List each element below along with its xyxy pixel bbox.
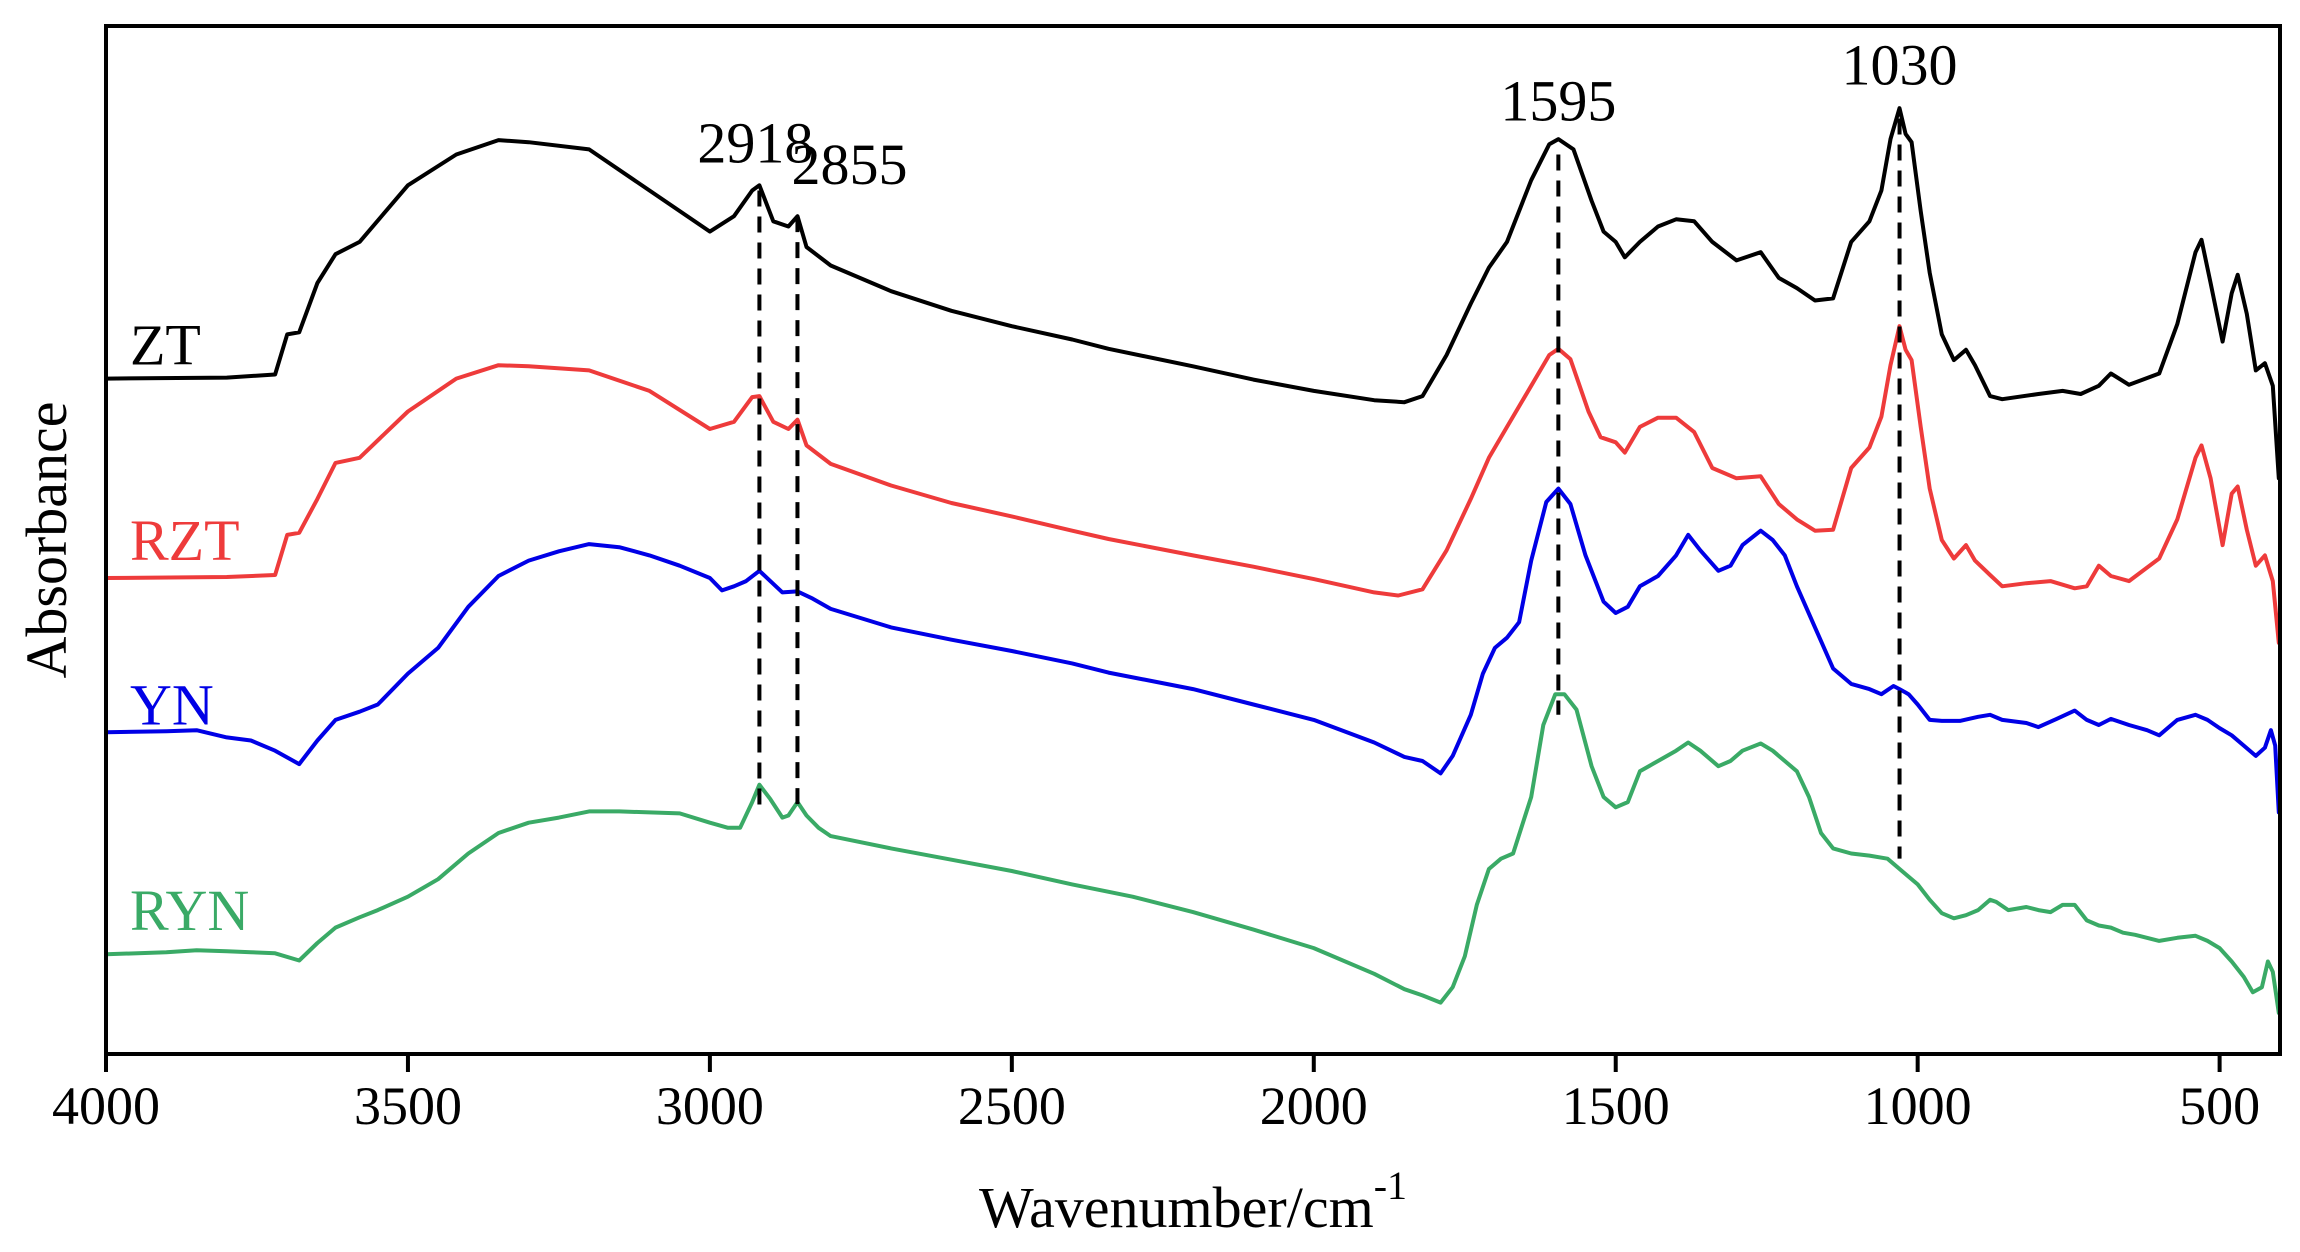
series-line-zt xyxy=(104,106,2281,481)
x-tick-label-2000: 2000 xyxy=(1260,1076,1368,1136)
series-label-ryn: RYN xyxy=(130,878,249,943)
series-label-zt: ZT xyxy=(130,313,201,378)
series-label-rzt: RZT xyxy=(130,508,240,573)
x-tick-label-4000: 4000 xyxy=(52,1076,160,1136)
x-tick-label-500: 500 xyxy=(2179,1076,2260,1136)
annotation-1030: 1030 xyxy=(1842,33,1958,98)
x-axis-title-text: Wavenumber/cm xyxy=(979,1175,1374,1240)
annotation-1595: 1595 xyxy=(1500,69,1616,134)
y-axis-title: Absorbance xyxy=(14,401,79,678)
series-line-rzt xyxy=(104,324,2281,645)
series-line-ryn xyxy=(104,692,2281,1015)
x-tick-label-2500: 2500 xyxy=(958,1076,1066,1136)
annotation-2855: 2855 xyxy=(791,132,907,197)
series-layer xyxy=(104,106,2281,1015)
x-tick-label-3500: 3500 xyxy=(354,1076,462,1136)
x-axis-title: Wavenumber/cm-1 xyxy=(979,1163,1407,1240)
plot-frame xyxy=(104,24,2282,1056)
series-line-yn xyxy=(104,486,2281,815)
series-label-yn: YN xyxy=(130,672,214,737)
x-axis-ticks: 4000 3500 3000 2500 2000 1500 1000 500 xyxy=(52,1054,2260,1136)
x-tick-label-1000: 1000 xyxy=(1864,1076,1972,1136)
x-axis-title-superscript: -1 xyxy=(1374,1163,1407,1208)
x-tick-label-1500: 1500 xyxy=(1562,1076,1670,1136)
series-labels: ZT RZT YN RYN xyxy=(130,313,249,943)
annotation-2918: 2918 xyxy=(697,110,813,175)
x-tick-label-3000: 3000 xyxy=(656,1076,764,1136)
